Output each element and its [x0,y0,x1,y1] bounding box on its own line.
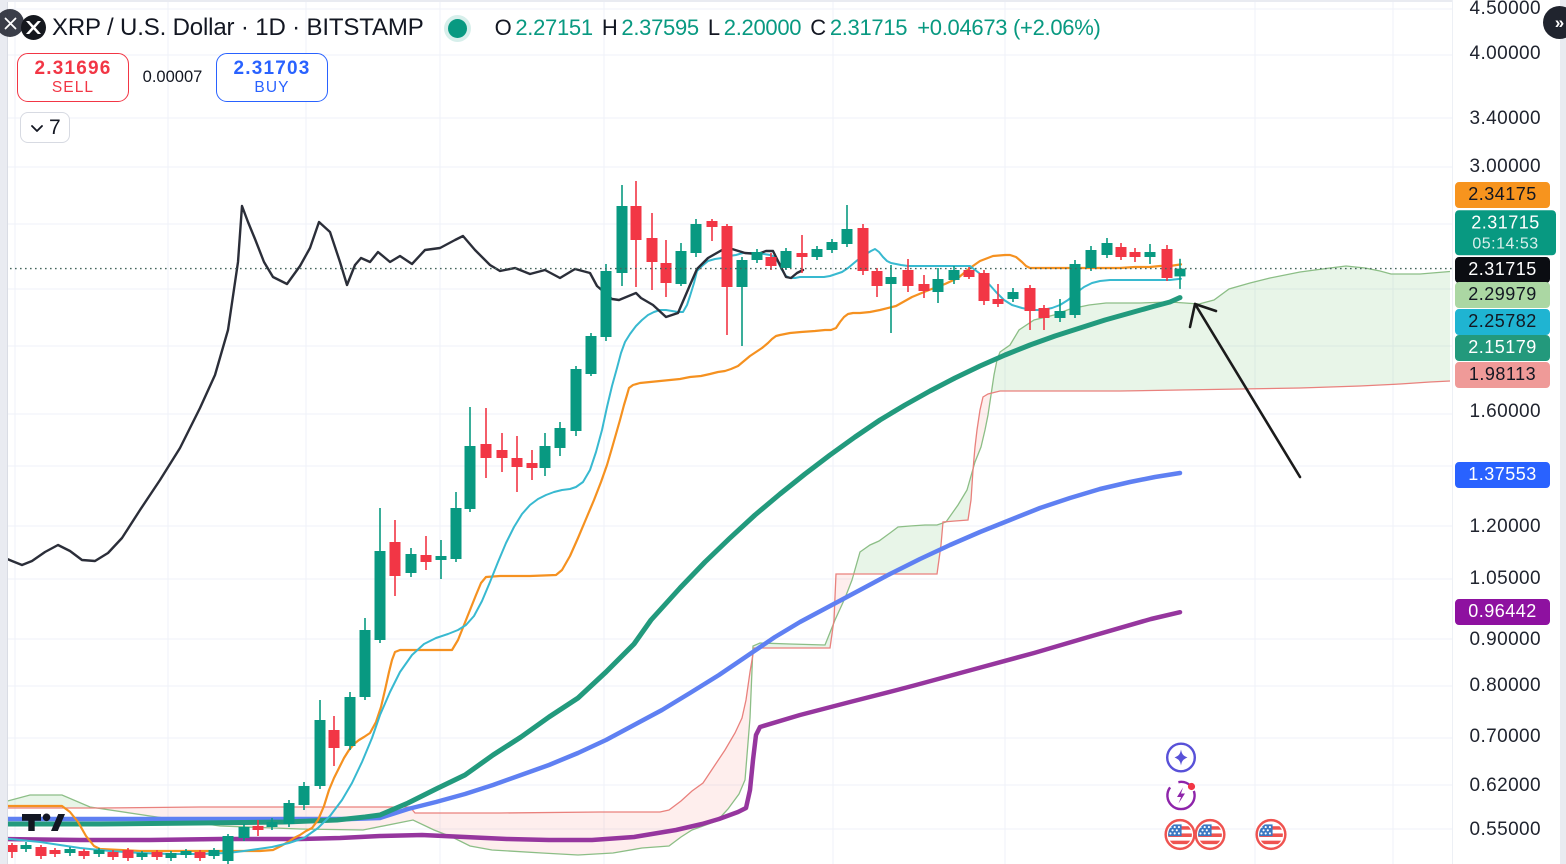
price-badge-ema-value: 2.25782 [1455,309,1550,335]
close-value: 2.31715 [829,15,908,40]
buy-label: BUY [254,79,290,97]
arrow-annotation[interactable] [1188,302,1302,479]
low-value: 2.20000 [723,15,802,40]
sell-label: SELL [51,79,95,97]
low-label: L [707,15,720,40]
series-ma-purple [0,609,1183,843]
buy-button[interactable]: 2.31703 BUY [216,53,328,102]
trade-panel: 2.31696 SELL 0.00007 2.31703 BUY [17,53,328,102]
series-ma-green [0,295,1183,827]
price-badge-span-b-value: 1.98113 [1455,362,1550,388]
top-edge-strip [0,0,1566,2]
collapse-panel-button[interactable]: » [1543,6,1566,39]
axis-tick-label: 4.50000 [1469,0,1541,19]
axis-tick-label: 0.80000 [1469,675,1541,696]
axis-tick-label: 1.60000 [1469,401,1541,422]
ichimoku-cloud [0,265,1451,856]
series-ma-blue [0,470,1183,822]
candles [6,181,1186,864]
us-flag-icon[interactable] [1163,818,1197,857]
interval-dropdown[interactable]: 7 [20,112,70,143]
axis-tick-label: 0.62000 [1469,775,1541,796]
price-badge-kijun-value: 2.34175 [1455,182,1550,208]
axis-tick-label: 1.05000 [1469,568,1541,589]
grid [0,0,1452,864]
senkou-span-a [0,265,1451,856]
sparkle-icon[interactable] [1165,742,1197,778]
series-ema-cyan [0,248,1182,855]
axis-tick-label: 0.55000 [1469,819,1541,840]
price-badge-countdown: 2.31715 05:14:53 [1455,210,1556,256]
left-toolbar-strip[interactable] [0,0,8,864]
us-flag-icon[interactable] [1193,818,1227,857]
market-status-icon[interactable] [447,18,467,38]
price-badge-blue-ma-value: 1.37553 [1455,462,1550,488]
series-comparison-black-line [0,204,805,567]
axis-tick-label: 3.40000 [1469,108,1541,129]
close-label: C [810,15,826,40]
chevron-down-icon [31,124,43,132]
symbol-title[interactable]: XRP / U.S. Dollar · 1D · BITSTAMP [52,14,424,41]
price-badge-green-ma-value: 2.15179 [1455,335,1550,361]
open-label: O [494,15,512,40]
series-kijun-orange [0,253,1183,853]
close-icon [4,17,16,29]
spread-value: 0.00007 [142,68,203,86]
interval-value: 7 [49,115,61,139]
axis-tick-label: 0.90000 [1469,629,1541,650]
us-flag-icon[interactable] [1254,818,1288,857]
flash-icon[interactable] [1165,779,1198,817]
sell-price: 2.31696 [34,58,112,80]
axis-tick-label: 0.70000 [1469,726,1541,747]
price-badge-span-a-value: 2.29979 [1455,282,1550,308]
xrp-logo-icon [21,15,46,40]
tradingview-logo[interactable] [22,809,70,841]
high-label: H [601,15,618,40]
countdown-timer: 05:14:53 [1472,235,1539,253]
high-value: 2.37595 [621,15,699,40]
axis-tick-label: 3.00000 [1469,156,1541,177]
price-axis[interactable]: 4.50000 4.00000 3.40000 3.00000 1.60000 1.200… [1452,0,1560,864]
open-value: 2.27151 [515,15,593,40]
axis-tick-label: 1.20000 [1469,516,1541,537]
ohlc-legend: O 2.27151 H 2.37595 L 2.20000 C 2.31715 … [495,15,1101,41]
price-badge-last-price: 2.31715 [1455,257,1550,283]
close-button[interactable] [0,9,24,37]
change-value: +0.04673 (+2.06%) [917,15,1101,40]
sell-button[interactable]: 2.31696 SELL [17,53,129,102]
axis-tick-label: 4.00000 [1469,43,1541,64]
buy-price: 2.31703 [233,58,311,80]
senkou-span-b [0,380,1451,814]
double-chevron-right-icon: » [1554,12,1565,32]
price-badge-purple-ma-value: 0.96442 [1455,599,1550,625]
